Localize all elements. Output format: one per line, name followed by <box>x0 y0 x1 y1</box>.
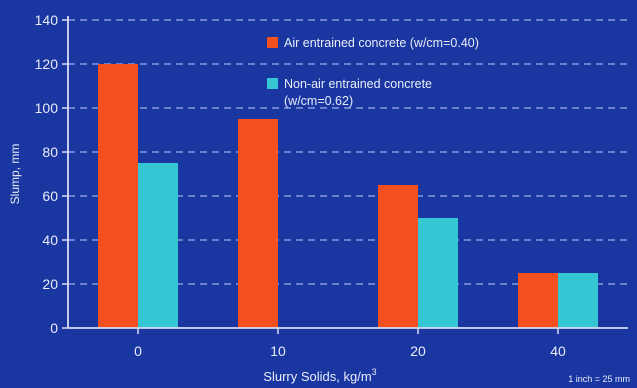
y-tick-label: 60 <box>42 188 58 204</box>
y-tick-label: 120 <box>35 56 59 72</box>
y-tick-label: 80 <box>42 144 58 160</box>
legend-swatch-air <box>267 37 278 48</box>
legend-swatch-non-air <box>267 78 278 89</box>
bar-air-10 <box>238 119 278 328</box>
x-tick-label: 40 <box>550 343 566 359</box>
y-tick-label: 0 <box>50 320 58 336</box>
bar-air-0 <box>98 64 138 328</box>
unit-note: 1 inch = 25 mm <box>568 374 630 384</box>
bars-layer <box>98 64 598 328</box>
x-axis-title-superscript: 3 <box>372 367 377 377</box>
bar-non-air-40 <box>558 273 598 328</box>
x-tick-label: 10 <box>270 343 286 359</box>
x-tick-label: 20 <box>410 343 426 359</box>
bar-non-air-20 <box>418 218 458 328</box>
bar-air-20 <box>378 185 418 328</box>
y-axis-title: Slump, mm <box>8 144 22 205</box>
bar-air-40 <box>518 273 558 328</box>
x-axis-title-main: Slurry Solids, kg/m <box>263 369 371 384</box>
y-tick-label: 100 <box>35 100 59 116</box>
legend: Air entrained concrete (w/cm=0.40) Non-a… <box>267 36 479 108</box>
y-tick-label: 40 <box>42 232 58 248</box>
x-tick-label: 0 <box>134 343 142 359</box>
grid-layer <box>62 19 628 334</box>
axes-layer <box>67 16 628 329</box>
legend-label-non-air-line1: Non-air entrained concrete <box>284 77 432 91</box>
x-axis-title: Slurry Solids, kg/m3 <box>263 367 376 384</box>
labels-layer: 0 20 40 60 80 100 120 140 0 10 20 40 <box>35 12 566 359</box>
y-tick-label: 140 <box>35 12 59 28</box>
legend-label-non-air-line2: (w/cm=0.62) <box>284 94 353 108</box>
y-tick-label: 20 <box>42 276 58 292</box>
bar-non-air-0 <box>138 163 178 328</box>
legend-label-air: Air entrained concrete (w/cm=0.40) <box>284 36 479 50</box>
legend-label-non-air: Non-air entrained concrete (w/cm=0.62) <box>284 77 432 108</box>
